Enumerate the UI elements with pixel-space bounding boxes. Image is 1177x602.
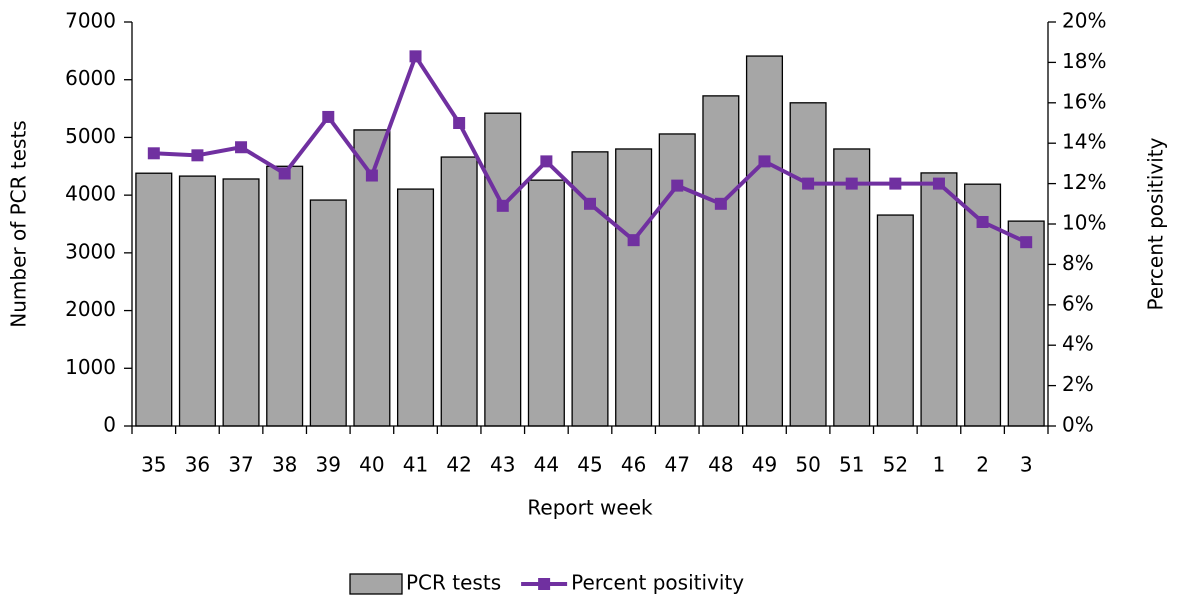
bar [222,178,260,427]
y2-tick-label: 20% [1062,9,1106,33]
line-marker [147,147,160,160]
bar [920,172,958,427]
y2-tick-label: 6% [1062,291,1094,315]
legend-swatch [349,573,403,595]
line-marker [278,167,291,180]
x-axis-label: Report week [527,496,653,520]
legend-label: PCR tests [406,571,501,595]
x-tick-label: 43 [490,453,515,477]
x-tick-label: 40 [359,453,384,477]
bar [833,148,871,427]
bar [789,102,827,427]
y-tick-label: 6000 [65,66,116,90]
line-marker [1020,236,1033,249]
bar [135,172,173,427]
x-tick-label: 46 [621,453,646,477]
x-tick-label: 1 [933,453,946,477]
bar [571,151,609,427]
y2-tick-label: 8% [1062,251,1094,275]
legend-label: Percent positivity [571,571,744,595]
bar [309,199,347,427]
line-marker [322,110,335,123]
x-tick-label: 2 [976,453,989,477]
y-axis-label: Number of PCR tests [7,120,31,327]
line-marker [932,177,945,190]
y2-tick-label: 0% [1062,413,1094,437]
bar [658,133,696,427]
bar [876,214,914,427]
y-tick-label: 4000 [65,182,116,206]
x-tick-label: 39 [316,453,341,477]
x-tick-label: 52 [883,453,908,477]
bar [484,112,522,427]
x-tick-label: 42 [446,453,471,477]
x-tick-label: 48 [708,453,733,477]
x-tick-label: 38 [272,453,297,477]
y2-tick-label: 14% [1062,130,1106,154]
line-marker [758,155,771,168]
x-tick-label: 51 [839,453,864,477]
line-marker [976,215,989,228]
bar [745,55,784,427]
x-tick-label: 44 [534,453,559,477]
line-marker [845,177,858,190]
line-marker [889,177,902,190]
y2-tick-label: 18% [1062,49,1106,73]
line-marker [453,117,466,129]
x-tick-label: 45 [577,453,602,477]
bar [702,95,740,427]
y2-tick-label: 16% [1062,89,1106,113]
y-tick-label: 2000 [65,297,116,321]
y2-axis-label: Percent positivity [1144,137,1168,310]
line-marker [584,197,596,210]
x-tick-label: 36 [185,453,210,477]
bar [1007,220,1045,427]
y2-tick-label: 4% [1062,332,1094,356]
legend-swatch [538,578,551,590]
bar [178,175,216,427]
x-tick-label: 47 [665,453,690,477]
bar [266,165,304,427]
bar [440,156,478,427]
y-tick-label: 7000 [65,9,116,33]
bar [615,148,653,427]
line-marker [627,234,640,247]
y-tick-label: 3000 [65,239,116,263]
line-marker [671,179,684,192]
bar [396,188,435,427]
x-tick-label: 49 [752,453,777,477]
y2-tick-label: 2% [1062,372,1094,396]
x-tick-label: 35 [141,453,166,477]
line-marker [235,141,248,154]
line-marker [714,197,727,210]
line-marker [540,155,553,168]
x-tick-label: 37 [228,453,253,477]
line-marker [802,177,815,190]
y2-tick-label: 10% [1062,211,1106,235]
line-marker [409,50,422,63]
y-tick-label: 5000 [65,124,116,148]
x-tick-label: 3 [1020,453,1033,477]
y-tick-label: 0 [103,413,116,437]
line-marker [496,199,509,212]
x-tick-label: 41 [403,453,428,477]
line-marker [191,149,204,162]
line-marker [365,169,378,182]
y2-tick-label: 12% [1062,170,1106,194]
x-tick-label: 50 [795,453,820,477]
bar [527,179,565,427]
y-tick-label: 1000 [65,355,116,379]
